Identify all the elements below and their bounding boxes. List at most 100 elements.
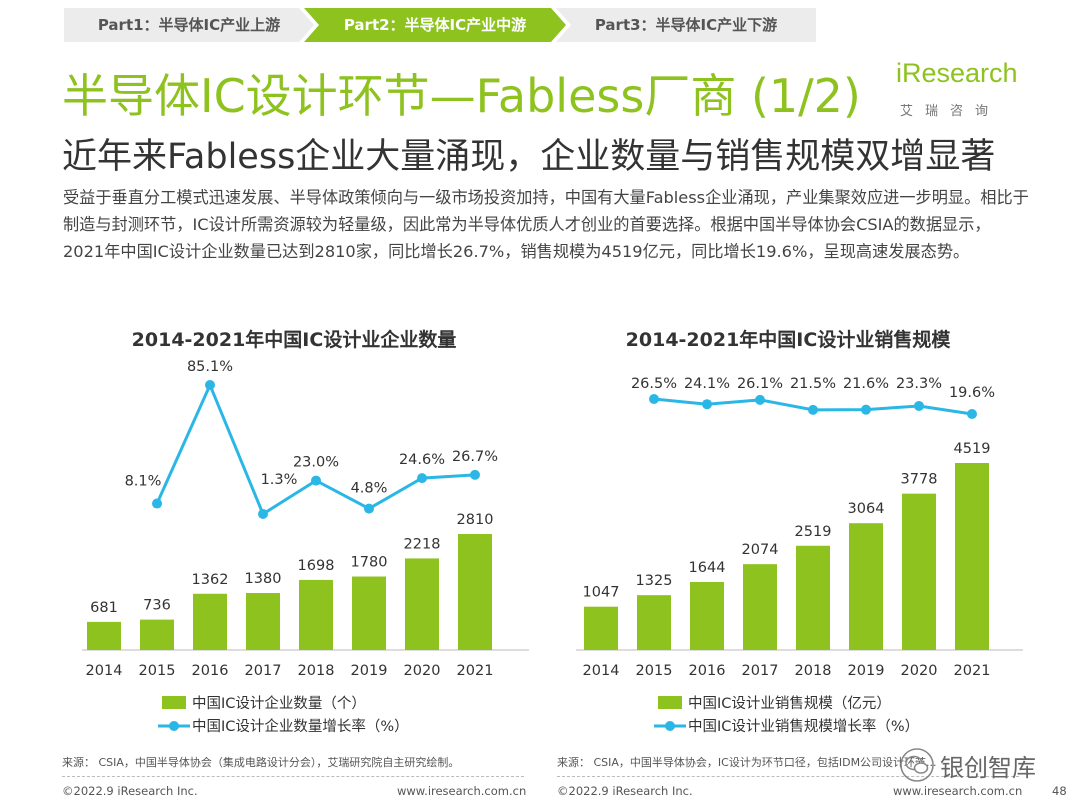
growth-rate-label: 26.7% <box>452 449 498 465</box>
watermark: 银创智库 <box>900 746 1050 786</box>
bar <box>87 621 121 650</box>
growth-rate-point <box>702 399 712 410</box>
part-navigation: Part1：半导体IC产业上游 Part2：半导体IC产业中游 Part3：半导… <box>64 8 816 42</box>
x-tick-label: 2020 <box>901 663 938 679</box>
x-tick-label: 2021 <box>457 663 494 679</box>
bar-value-label: 2519 <box>795 524 832 540</box>
legend-bar-label: 中国IC设计企业数量（个） <box>192 694 366 712</box>
growth-rate-point <box>205 380 215 390</box>
source-note-left: 来源： CSIA，中国半导体协会（集成电路设计分会），艾瑞研究院自主研究绘制。 <box>62 756 460 769</box>
bar-value-label: 1362 <box>192 572 229 588</box>
growth-rate-point <box>808 404 818 415</box>
iresearch-logo: iResearch 艾瑞咨询 <box>896 58 1026 122</box>
growth-rate-label: 1.3% <box>261 472 298 488</box>
page-title: 半导体IC设计环节—Fabless厂商 (1/2) <box>62 69 861 123</box>
x-tick-label: 2019 <box>848 663 885 679</box>
bar <box>955 463 989 650</box>
logo-cn-text: 艾瑞咨询 <box>900 104 1001 119</box>
sales-scale-chart: 2014-2021年中国IC设计业销售规模 1047 2014 1325 2015 164… <box>548 320 1028 740</box>
x-tick-label: 2015 <box>636 663 673 679</box>
chart-title: 2014-2021年中国IC设计业企业数量 <box>132 328 457 351</box>
x-tick-label: 2020 <box>404 663 441 679</box>
bar <box>849 523 883 650</box>
bar-value-label: 1325 <box>636 573 673 589</box>
growth-rate-point <box>470 469 480 480</box>
growth-rate-point <box>861 404 871 415</box>
x-tick-label: 2016 <box>689 663 726 679</box>
growth-rate-label: 26.1% <box>737 376 783 392</box>
footer-divider-right <box>557 776 1019 777</box>
website-link-left[interactable]: www.iresearch.com.cn <box>397 784 527 798</box>
page-number: 48 <box>1052 784 1067 798</box>
website-link-right[interactable]: www.iresearch.com.cn <box>893 784 1023 798</box>
sales-scale-svg: 2014-2021年中国IC设计业销售规模 1047 2014 1325 2015 164… <box>576 328 1023 735</box>
bar-value-label: 3778 <box>901 472 938 488</box>
growth-rate-label: 23.0% <box>293 455 339 471</box>
x-tick-label: 2014 <box>583 663 620 679</box>
growth-rate-label: 26.5% <box>631 376 677 392</box>
bar <box>458 534 492 650</box>
watermark-text: 银创智库 <box>940 754 1036 782</box>
bar <box>140 619 174 650</box>
bar <box>796 545 830 650</box>
bar <box>584 606 618 650</box>
footer-divider-left <box>62 776 524 777</box>
growth-rate-point <box>649 394 659 404</box>
bar <box>246 593 280 650</box>
body-paragraph: 受益于垂直分工模式迅速发展、半导体政策倾向与一级市场投资加持，中国有大量Fabl… <box>63 188 1029 261</box>
x-tick-label: 2018 <box>795 663 832 679</box>
enterprise-count-chart: 2014-2021年中国IC设计业企业数量 681 2014 736 2015 1362 2… <box>54 320 534 740</box>
bar-value-label: 2218 <box>404 536 441 552</box>
logo-text: iResearch <box>896 58 1018 88</box>
x-tick-label: 2018 <box>298 663 335 679</box>
tab-part3[interactable]: Part3：半导体IC产业下游 <box>556 8 816 42</box>
growth-rate-point <box>152 498 162 509</box>
copyright-right: ©2022.9 iResearch Inc. <box>557 784 693 798</box>
enterprise-count-svg: 2014-2021年中国IC设计业企业数量 681 2014 736 2015 1362 2… <box>82 328 529 735</box>
legend-line-marker <box>665 721 675 731</box>
bar-value-label: 1644 <box>689 560 726 576</box>
copyright-left: ©2022.9 iResearch Inc. <box>62 784 198 798</box>
bar-value-label: 1780 <box>351 555 388 571</box>
page-subtitle: 近年来Fabless企业大量涌现，企业数量与销售规模双增显著 <box>62 137 996 177</box>
growth-rate-label: 23.3% <box>896 376 942 392</box>
wechat-icon <box>900 748 934 782</box>
tab-part1[interactable]: Part1：半导体IC产业上游 <box>64 8 314 42</box>
bar <box>743 564 777 650</box>
bar-value-label: 1698 <box>298 558 335 574</box>
bar <box>352 576 386 650</box>
bar-value-label: 2074 <box>742 542 779 558</box>
x-tick-label: 2014 <box>86 663 123 679</box>
legend-line-label: 中国IC设计业销售规模增长率（%） <box>688 718 919 735</box>
bar <box>299 579 333 650</box>
growth-rate-label: 85.1% <box>187 359 233 375</box>
growth-rate-point <box>364 503 374 514</box>
growth-rate-point <box>914 400 924 411</box>
bar <box>637 595 671 650</box>
bar-value-label: 736 <box>143 598 171 614</box>
legend-bar-swatch <box>162 696 186 709</box>
legend-bar-swatch <box>658 696 682 709</box>
chart-title: 2014-2021年中国IC设计业销售规模 <box>626 328 952 351</box>
growth-rate-point <box>417 473 427 484</box>
growth-rate-label: 19.6% <box>949 385 995 401</box>
growth-rate-point <box>967 409 977 419</box>
bar-value-label: 1047 <box>583 585 620 601</box>
bar-value-label: 4519 <box>954 441 991 457</box>
x-tick-label: 2015 <box>139 663 176 679</box>
growth-rate-point <box>258 508 268 519</box>
bar-value-label: 2810 <box>457 512 494 528</box>
bar-value-label: 681 <box>90 600 118 616</box>
bar-value-label: 1380 <box>245 571 282 587</box>
growth-rate-label: 24.1% <box>684 376 730 392</box>
legend-line-marker <box>169 721 179 731</box>
x-tick-label: 2016 <box>192 663 229 679</box>
tab-part2[interactable]: Part2：半导体IC产业中游 <box>304 8 566 42</box>
growth-rate-line <box>155 381 476 517</box>
growth-rate-label: 21.6% <box>843 376 889 392</box>
x-tick-label: 2017 <box>245 663 282 679</box>
growth-rate-point <box>311 475 321 486</box>
growth-rate-label: 24.6% <box>399 452 445 468</box>
bar-value-label: 3064 <box>848 501 885 517</box>
legend-line-label: 中国IC设计企业数量增长率（%） <box>192 717 409 735</box>
